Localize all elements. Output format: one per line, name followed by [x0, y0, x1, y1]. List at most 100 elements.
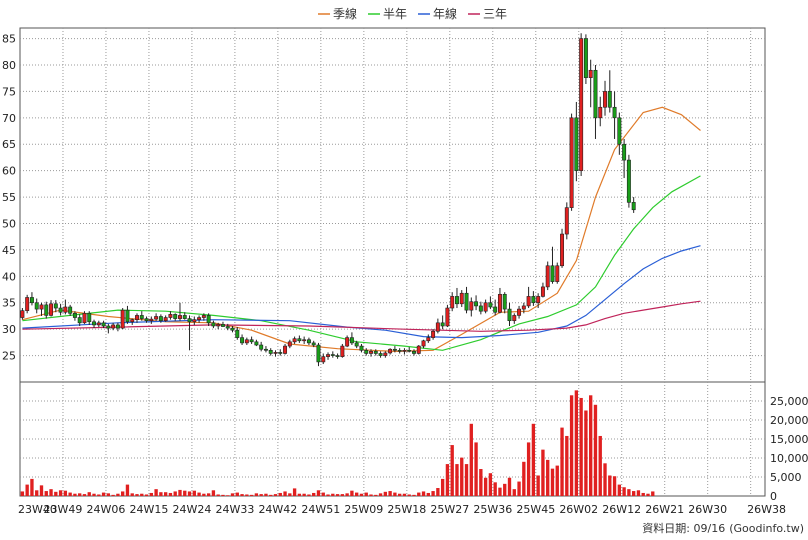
price-tick-label: 55 [2, 191, 16, 204]
volume-bar [512, 489, 516, 496]
price-tick-label: 40 [2, 270, 16, 283]
data-date-footer: 資料日期: 09/16 (Goodinfo.tw) [642, 521, 804, 535]
volume-bar [469, 423, 473, 496]
price-tick-label: 30 [2, 323, 16, 336]
volume-bar [503, 483, 507, 496]
volume-tick-label: 20,000 [770, 414, 808, 427]
x-tick-label: 24W06 [87, 503, 126, 516]
candle-body [211, 322, 216, 327]
volume-y-axis: 0 5,000 10,000 15,000 20,000 25,000 [770, 395, 808, 503]
volume-bar [254, 493, 259, 496]
candle-body [459, 292, 464, 305]
candle-body [306, 339, 311, 344]
x-tick-label: 26W21 [645, 503, 684, 516]
candle-body [235, 329, 240, 338]
volume-bar [402, 493, 407, 496]
x-tick-label: 26W38 [747, 503, 786, 516]
ma-line-0 [22, 106, 701, 353]
volume-bar [641, 492, 645, 496]
candle-body [450, 296, 455, 309]
volume-bar [388, 491, 392, 496]
volume-bar [54, 491, 58, 496]
candle-body [249, 339, 254, 343]
volume-bar [335, 494, 340, 496]
candle-body [230, 327, 235, 331]
candle-body [154, 316, 159, 320]
volume-bar [101, 492, 106, 496]
candle-body [340, 345, 345, 357]
candle-body [555, 265, 560, 282]
candle-body [431, 330, 436, 338]
candle-body [378, 353, 383, 356]
candle-body [359, 345, 364, 351]
x-tick-label: 24W15 [130, 503, 169, 516]
candle-body [163, 317, 168, 322]
volume-bar [68, 492, 72, 496]
legend-label-1: 半年 [383, 7, 407, 21]
volume-bar [58, 490, 63, 496]
candle-body [168, 314, 173, 318]
volume-bar [536, 475, 540, 496]
candle-body [474, 301, 479, 307]
volume-bar [522, 461, 526, 496]
volume-bar [359, 493, 364, 496]
volume-bar [483, 477, 488, 496]
volume-bar [345, 493, 349, 496]
x-tick-label: 26W02 [559, 503, 598, 516]
volume-bar [312, 492, 316, 496]
volume-bar [211, 490, 216, 496]
x-tick-label: 24W42 [258, 503, 297, 516]
legend: 季線 半年 年線 三年 [318, 6, 507, 21]
volume-bar [183, 490, 187, 496]
candle-body [192, 319, 197, 323]
price-tick-label: 25 [2, 350, 16, 363]
volume-bar [569, 395, 574, 496]
volume-bar [121, 491, 125, 496]
volume-bar [249, 494, 254, 496]
candle-body [263, 348, 268, 351]
volume-bar [350, 490, 354, 496]
volume-bar [78, 493, 82, 496]
ma-line-2 [22, 245, 701, 339]
candle-body [536, 296, 541, 304]
candle-body [92, 321, 96, 326]
candle-body [502, 293, 507, 310]
volume-bar [149, 492, 154, 496]
candle-body [130, 319, 135, 323]
candle-body [268, 349, 273, 354]
candle-body [244, 339, 249, 344]
volume-bar [431, 491, 435, 496]
legend-label-2: 年線 [433, 6, 457, 21]
volume-bar [130, 493, 134, 496]
candle-body [206, 315, 211, 324]
volume-bar [245, 494, 249, 496]
volume-bar [25, 484, 29, 496]
candle-body [531, 296, 536, 304]
volume-bar [283, 491, 287, 496]
volume-bar [426, 492, 430, 496]
candle-body [201, 315, 206, 318]
volume-bar [111, 494, 115, 496]
candle-body [63, 306, 68, 313]
candle-body [383, 352, 388, 356]
volume-bar [474, 442, 478, 496]
candle-body [412, 351, 416, 354]
x-tick-label: 24W33 [215, 503, 254, 516]
candle-body [330, 354, 335, 356]
volume-bar [378, 493, 383, 496]
volume-bar [168, 492, 173, 496]
x-tick-label: 23W40 [18, 503, 57, 516]
volume-bar [464, 464, 469, 496]
candle-body [512, 315, 517, 322]
volume-bar [202, 493, 206, 496]
volume-bar [187, 491, 192, 496]
volume-bar [612, 476, 617, 496]
candle-body [77, 317, 82, 324]
candle-body [178, 315, 182, 319]
volume-bar [288, 493, 292, 496]
volume-bar [355, 492, 359, 496]
candle-body [316, 344, 321, 363]
price-tick-label: 85 [2, 33, 16, 46]
price-panel-frame [19, 27, 766, 383]
